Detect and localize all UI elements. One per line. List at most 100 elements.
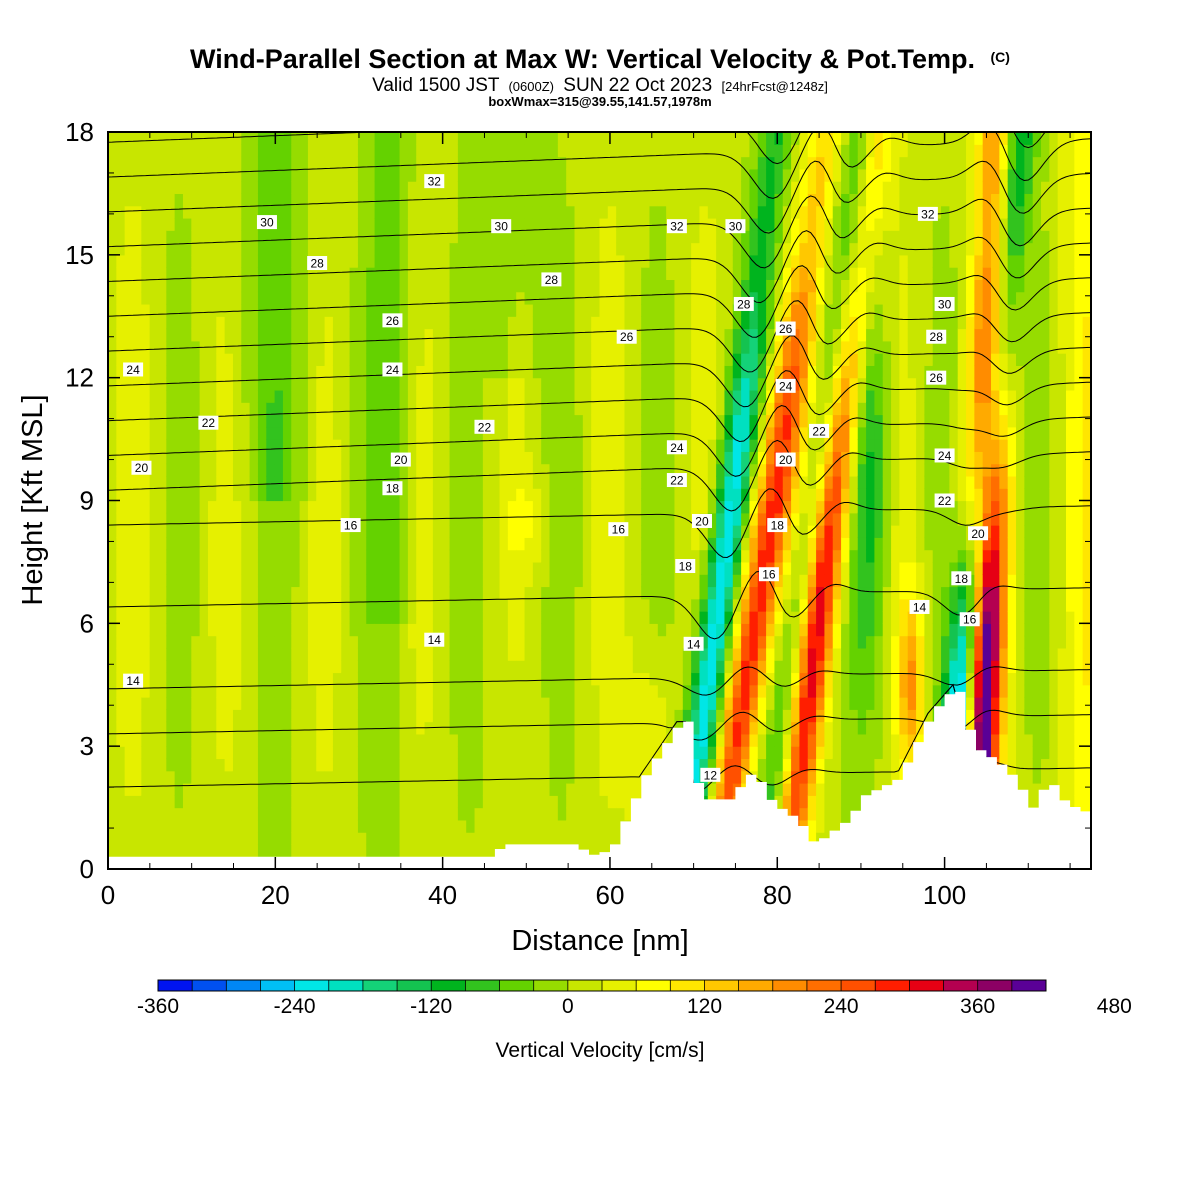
field-cell: [241, 156, 251, 170]
field-cell: [657, 684, 667, 698]
field-cell: [316, 144, 326, 158]
field-cell: [274, 684, 284, 698]
field-cell: [666, 660, 676, 674]
field-cell: [232, 205, 242, 219]
field-cell: [182, 561, 192, 575]
field-cell: [624, 623, 634, 637]
field-cell: [274, 365, 284, 379]
field-cell: [441, 193, 451, 207]
field-cell: [316, 500, 326, 514]
field-cell: [774, 758, 784, 772]
field-cell: [532, 439, 542, 452]
field-cell: [324, 783, 334, 796]
field-cell: [616, 758, 626, 772]
field-cell: [474, 611, 484, 624]
field-cell: [524, 488, 534, 502]
field-cell: [674, 574, 684, 588]
field-cell: [499, 561, 509, 575]
field-cell: [499, 303, 509, 317]
field-cell: [282, 230, 292, 244]
field-cell: [174, 697, 184, 710]
field-cell: [424, 525, 434, 538]
field-cell: [416, 168, 426, 182]
field-cell: [166, 303, 176, 317]
field-cell: [341, 414, 351, 428]
field-cell: [391, 807, 401, 821]
field-cell: [232, 279, 242, 293]
field-cell: [699, 586, 709, 600]
field-cell: [657, 291, 667, 305]
field-cell: [324, 598, 334, 612]
field-cell: [432, 193, 442, 207]
field-cell: [757, 156, 767, 170]
field-cell: [282, 389, 292, 403]
field-cell: [332, 598, 342, 612]
field-cell: [749, 451, 759, 465]
field-cell: [766, 181, 776, 195]
field-cell: [491, 611, 501, 624]
field-cell: [357, 795, 367, 809]
field-cell: [366, 353, 376, 366]
field-cell: [591, 561, 601, 575]
field-cell: [216, 537, 226, 551]
field-cell: [791, 783, 801, 796]
field-cell: [632, 549, 642, 563]
field-cell: [749, 475, 759, 489]
field-cell: [574, 770, 584, 784]
field-cell: [766, 402, 776, 416]
field-cell: [757, 217, 767, 231]
field-cell: [574, 488, 584, 502]
field-cell: [482, 672, 492, 686]
field-cell: [549, 242, 559, 256]
field-cell: [507, 353, 517, 366]
field-cell: [166, 525, 176, 538]
field-cell: [582, 819, 592, 833]
field-cell: [157, 328, 167, 342]
field-cell: [349, 733, 359, 747]
field-cell: [391, 672, 401, 686]
field-cell: [482, 819, 492, 833]
field-cell: [641, 500, 651, 514]
field-cell: [382, 709, 392, 723]
field-cell: [691, 377, 701, 391]
field-cell: [357, 316, 367, 330]
field-cell: [357, 844, 367, 858]
field-cell: [266, 623, 276, 637]
field-cell: [749, 463, 759, 477]
field-cell: [674, 586, 684, 600]
field-cell: [191, 770, 201, 784]
field-cell: [791, 279, 801, 293]
field-cell: [491, 230, 501, 244]
field-cell: [741, 475, 751, 489]
field-cell: [491, 451, 501, 465]
field-cell: [657, 525, 667, 538]
field-cell: [724, 377, 734, 391]
field-cell: [499, 205, 509, 219]
field-cell: [108, 832, 117, 846]
field-cell: [191, 217, 201, 231]
field-cell: [141, 733, 151, 747]
field-cell: [532, 660, 542, 674]
field-cell: [474, 279, 484, 293]
field-cell: [532, 402, 542, 416]
field-cell: [241, 598, 251, 612]
field-cell: [591, 144, 601, 158]
field-cell: [416, 832, 426, 846]
field-cell: [491, 377, 501, 391]
field-cell: [257, 525, 267, 538]
field-cell: [591, 844, 601, 858]
field-cell: [266, 340, 276, 354]
field-cell: [316, 488, 326, 502]
field-cell: [791, 586, 801, 600]
field-cell: [732, 635, 742, 649]
field-cell: [724, 746, 734, 760]
field-cell: [416, 844, 426, 858]
field-cell: [491, 340, 501, 354]
field-cell: [641, 709, 651, 723]
field-cell: [466, 844, 476, 858]
field-cell: [682, 181, 692, 195]
field-cell: [474, 132, 484, 145]
field-cell: [432, 488, 442, 502]
field-cell: [566, 795, 576, 809]
field-cell: [632, 647, 642, 661]
